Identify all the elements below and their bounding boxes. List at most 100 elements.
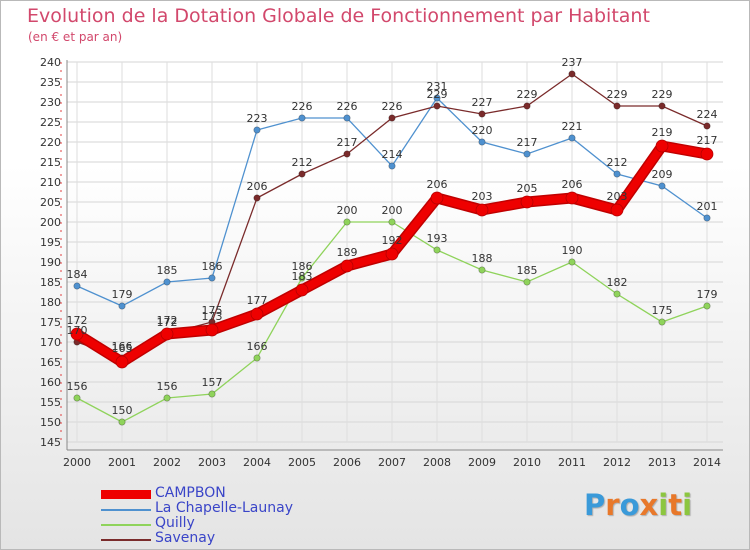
data-label: 214	[382, 148, 403, 161]
data-label: 203	[472, 190, 493, 203]
data-point	[388, 218, 396, 226]
x-tick-label: 2012	[603, 456, 631, 469]
data-label: 150	[112, 404, 133, 417]
data-label: 226	[292, 100, 313, 113]
legend-swatch	[101, 539, 151, 541]
data-point	[478, 266, 486, 274]
data-point	[388, 114, 396, 122]
data-label: 190	[562, 244, 583, 257]
data-label: 170	[67, 324, 88, 337]
data-label: 205	[517, 182, 538, 195]
y-tick-label: 150	[40, 416, 61, 429]
legend-item: Quilly	[101, 515, 361, 532]
data-label: 189	[337, 246, 358, 259]
legend-swatch	[101, 524, 151, 526]
y-tick-label: 160	[40, 376, 61, 389]
data-point	[208, 390, 216, 398]
logo-letter: x	[639, 488, 659, 522]
data-label: 179	[112, 288, 133, 301]
series-layer	[70, 70, 714, 426]
data-label: 227	[472, 96, 493, 109]
data-label: 203	[607, 190, 628, 203]
legend-label: CAMPBON	[155, 485, 226, 501]
x-tick-label: 2001	[108, 456, 136, 469]
data-point	[433, 102, 441, 110]
data-label: 229	[427, 88, 448, 101]
data-label: 229	[607, 88, 628, 101]
data-point	[70, 327, 84, 341]
data-point	[253, 354, 261, 362]
data-point	[115, 355, 129, 369]
data-point	[298, 274, 306, 282]
y-tick-label: 190	[40, 256, 61, 269]
data-point	[658, 318, 666, 326]
data-label: 209	[652, 168, 673, 181]
data-point	[163, 394, 171, 402]
logo-letter: o	[619, 488, 640, 522]
logo-letter: i	[682, 488, 693, 522]
y-tick-label: 215	[40, 156, 61, 169]
data-label: 185	[157, 264, 178, 277]
data-point	[610, 203, 624, 217]
chart-title: Evolution de la Dotation Globale de Fonc…	[27, 5, 650, 27]
data-label: 188	[472, 252, 493, 265]
data-label: 186	[202, 260, 223, 273]
legend-swatch	[101, 490, 151, 499]
data-label: 217	[337, 136, 358, 149]
data-label: 166	[247, 340, 268, 353]
data-label: 182	[607, 276, 628, 289]
data-point	[295, 283, 309, 297]
x-tick-label: 2006	[333, 456, 361, 469]
data-point	[343, 114, 351, 122]
data-point	[118, 302, 126, 310]
data-point	[613, 290, 621, 298]
data-label: 212	[292, 156, 313, 169]
data-label: 184	[67, 268, 88, 281]
data-point	[703, 302, 711, 310]
x-tick-label: 2011	[558, 456, 586, 469]
data-label: 172	[157, 316, 178, 329]
data-label: 183	[292, 270, 313, 283]
data-point	[388, 162, 396, 170]
data-label: 237	[562, 56, 583, 69]
x-tick-label: 2005	[288, 456, 316, 469]
x-tick-label: 2009	[468, 456, 496, 469]
data-label: 172	[67, 314, 88, 327]
data-point	[523, 278, 531, 286]
data-label: 206	[427, 178, 448, 191]
y-tick-label: 185	[40, 276, 61, 289]
data-label: 221	[562, 120, 583, 133]
y-tick-label: 205	[40, 196, 61, 209]
data-point	[253, 194, 261, 202]
x-tick-label: 2004	[243, 456, 271, 469]
legend-label: Savenay	[155, 530, 216, 546]
data-point	[658, 182, 666, 190]
data-point	[208, 274, 216, 282]
data-label: 206	[562, 178, 583, 191]
data-label: 219	[652, 126, 673, 139]
data-point	[430, 191, 444, 205]
y-tick-label: 195	[40, 236, 61, 249]
data-label: 212	[607, 156, 628, 169]
legend-label: Quilly	[155, 515, 195, 531]
data-label: 177	[247, 294, 268, 307]
data-point	[520, 195, 534, 209]
data-point	[433, 94, 441, 102]
data-point	[205, 323, 219, 337]
y-tick-label: 220	[40, 136, 61, 149]
data-label: 229	[652, 88, 673, 101]
data-label: 157	[202, 376, 223, 389]
data-point	[613, 102, 621, 110]
data-point	[298, 170, 306, 178]
data-label: 229	[517, 88, 538, 101]
data-point	[700, 147, 714, 161]
x-tick-label: 2000	[63, 456, 91, 469]
x-tick-label: 2003	[198, 456, 226, 469]
data-label: 201	[697, 200, 718, 213]
x-tick-label: 2013	[648, 456, 676, 469]
data-label: 224	[697, 108, 718, 121]
data-label: 223	[247, 112, 268, 125]
data-point	[568, 258, 576, 266]
y-tick-label: 170	[40, 336, 61, 349]
